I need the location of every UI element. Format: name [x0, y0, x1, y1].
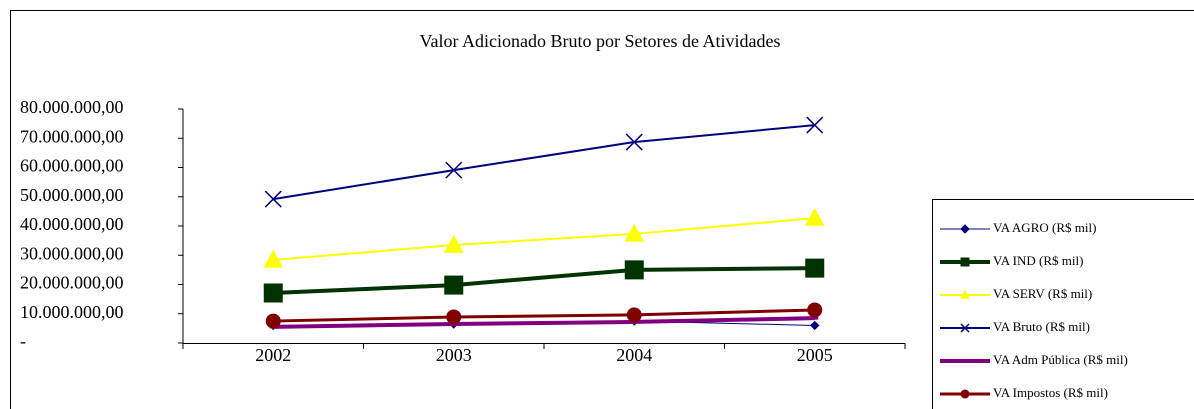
- marker: [443, 234, 464, 253]
- series-line: [273, 308, 815, 323]
- marker: [624, 223, 645, 242]
- marker: [626, 307, 642, 323]
- chart-title: Valor Adicionado Bruto por Setores de At…: [420, 31, 781, 51]
- marker: [265, 313, 281, 329]
- series-line: [273, 217, 815, 261]
- marker: [810, 320, 820, 331]
- marker: [960, 257, 970, 267]
- y-tick-label: 80.000.000,00: [20, 97, 124, 117]
- marker: [263, 283, 283, 303]
- y-tick-label: 30.000.000,00: [20, 243, 124, 263]
- legend-label: VA AGRO (R$ mil): [993, 220, 1096, 235]
- series-line: [273, 316, 815, 329]
- x-tick-label: 2002: [255, 345, 291, 365]
- marker: [961, 359, 969, 363]
- legend-label: VA Impostos (R$ mil): [993, 385, 1108, 400]
- y-tick-label: -: [20, 331, 26, 351]
- legend-box: [932, 199, 1194, 409]
- marker: [444, 275, 464, 295]
- y-tick-label: 20.000.000,00: [20, 273, 124, 293]
- marker: [446, 309, 462, 325]
- marker: [264, 190, 282, 208]
- x-tick-label: 2003: [436, 345, 472, 365]
- y-tick-label: 10.000.000,00: [20, 302, 124, 322]
- legend-label: VA Adm Pública (R$ mil): [993, 352, 1128, 367]
- legend-label: VA IND (R$ mil): [993, 253, 1083, 268]
- y-tick-label: 70.000.000,00: [20, 126, 124, 146]
- marker: [960, 224, 970, 234]
- marker: [807, 302, 823, 318]
- marker: [445, 161, 463, 179]
- x-tick-label: 2005: [797, 345, 833, 365]
- y-tick-label: 50.000.000,00: [20, 185, 124, 205]
- series-line: [273, 266, 815, 295]
- marker: [960, 389, 970, 399]
- marker: [804, 208, 825, 226]
- legend-label: VA SERV (R$ mil): [993, 286, 1092, 301]
- series-line: [273, 124, 815, 201]
- marker: [263, 249, 284, 268]
- y-tick-label: 40.000.000,00: [20, 214, 124, 234]
- marker: [625, 133, 643, 151]
- marker: [960, 323, 970, 333]
- marker: [960, 289, 970, 299]
- marker: [624, 260, 644, 280]
- y-tick-label: 60.000.000,00: [20, 156, 124, 176]
- marker: [805, 258, 825, 278]
- x-tick-label: 2004: [616, 345, 652, 365]
- legend-label: VA Bruto (R$ mil): [993, 319, 1090, 334]
- marker: [806, 116, 824, 134]
